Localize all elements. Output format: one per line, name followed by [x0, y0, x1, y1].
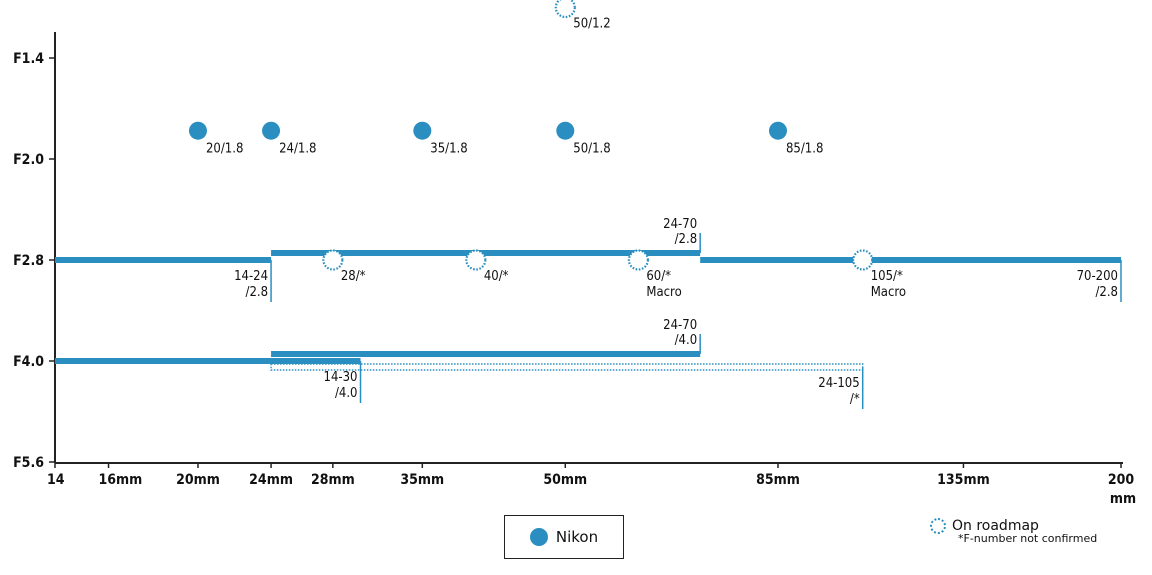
prime-dot-24/1.8 — [262, 121, 281, 140]
zoom-label: /4.0 — [675, 333, 698, 348]
zoom-label: /2.8 — [1095, 285, 1118, 300]
y-tick-label: F2.8 — [13, 253, 44, 269]
x-axis-unit: mm — [1110, 491, 1136, 507]
roadmap-dot-105/* — [852, 249, 874, 271]
roadmap-dot-28/* — [322, 249, 344, 271]
roadmap-dot-icon — [930, 518, 946, 534]
legend-nikon: Nikon — [504, 515, 624, 559]
x-tick-label: 135mm — [937, 472, 990, 488]
zoom-label: 24-70 — [663, 217, 697, 232]
x-tick-label: 28mm — [311, 472, 355, 488]
roadmap-label: Macro — [871, 285, 906, 300]
prime-label: 24/1.8 — [279, 142, 316, 157]
x-tick-label: 50mm — [543, 472, 587, 488]
x-tick-label: 200 — [1108, 472, 1135, 488]
zoom-label: 14-24 — [234, 269, 268, 284]
roadmap-label: 105/* — [871, 269, 903, 284]
roadmap-dot-40/* — [465, 249, 487, 271]
y-tick-label: F1.4 — [13, 51, 44, 67]
x-tick-label: 16mm — [99, 472, 143, 488]
roadmap-label: 50/1.2 — [573, 17, 610, 32]
prime-dot-85/1.8 — [768, 121, 787, 140]
x-tick-label: 35mm — [400, 472, 444, 488]
prime-label: 85/1.8 — [786, 142, 823, 157]
x-tick-label: 85mm — [756, 472, 800, 488]
legend-roadmap-note: *F-number not confirmed — [958, 532, 1098, 545]
zoom-label: 24-105 — [818, 376, 859, 391]
x-tick-label: 20mm — [176, 472, 220, 488]
y-tick-label: F5.6 — [13, 455, 44, 471]
zoom-label: 14-30 — [324, 370, 358, 385]
prime-label: 35/1.8 — [430, 142, 467, 157]
zoom-label: /4.0 — [335, 386, 358, 401]
zoom-label: /2.8 — [246, 285, 269, 300]
x-tick-label: 24mm — [249, 472, 293, 488]
zoom-label: /2.8 — [675, 232, 698, 247]
zoom-label: 70-200 — [1077, 269, 1118, 284]
x-tick-label: 14 — [47, 472, 65, 488]
zoom-label: /* — [850, 392, 860, 407]
legend-roadmap: On roadmap *F-number not confirmed — [930, 518, 1097, 545]
y-tick-label: F4.0 — [13, 354, 44, 370]
nikon-dot-icon — [529, 528, 548, 546]
roadmap-label: Macro — [646, 285, 681, 300]
lens-roadmap-chart: F1.4 F2.0 F2.8 F4.0 F5.614 16mm 20mm 24mm 28mm 35… — [13, 0, 1136, 507]
roadmap-label: 60/* — [646, 269, 671, 284]
roadmap-dot-50/1.2 — [554, 0, 576, 19]
roadmap-label: 40/* — [484, 269, 509, 284]
prime-dot-20/1.8 — [188, 121, 207, 140]
prime-dot-50/1.8 — [556, 121, 575, 140]
prime-dot-35/1.8 — [413, 121, 432, 140]
prime-label: 20/1.8 — [206, 142, 243, 157]
roadmap-label: 28/* — [341, 269, 366, 284]
legend-nikon-label: Nikon — [555, 528, 599, 546]
legend-roadmap-label: On roadmap — [952, 518, 1039, 534]
prime-label: 50/1.8 — [573, 142, 610, 157]
roadmap-dot-60/* — [627, 249, 649, 271]
y-tick-label: F2.0 — [13, 152, 44, 168]
zoom-label: 24-70 — [663, 318, 697, 333]
